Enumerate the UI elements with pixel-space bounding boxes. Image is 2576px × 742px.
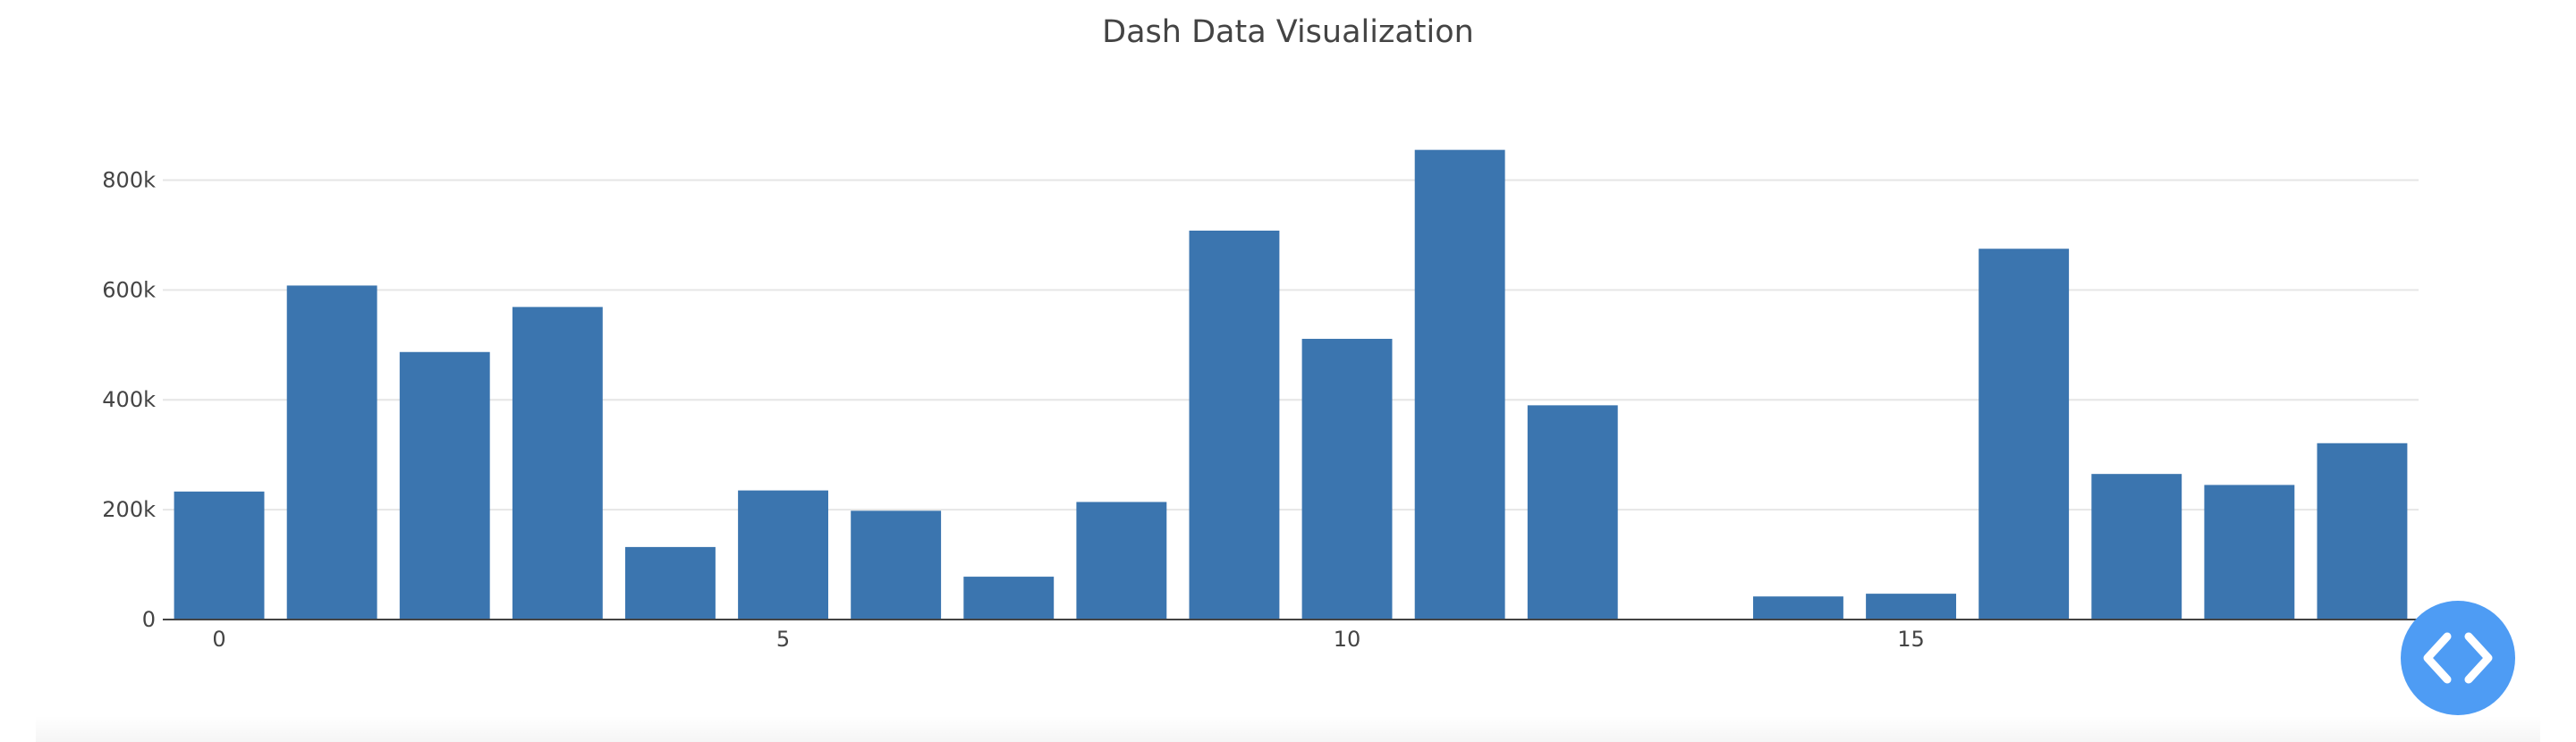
bar[interactable] — [963, 577, 1055, 620]
bar[interactable] — [1301, 339, 1393, 620]
gridlines — [163, 179, 2419, 511]
bottom-shadow — [36, 715, 2540, 742]
bar[interactable] — [286, 285, 377, 620]
bar[interactable] — [1866, 594, 1956, 620]
y-tick-label: 0 — [142, 607, 156, 632]
y-tick-label: 400k — [102, 387, 156, 412]
x-tick-labels: 0 5 10 15 — [212, 627, 1924, 652]
y-tick-labels: 0 200k 400k 600k 800k — [102, 167, 156, 632]
bar[interactable] — [1979, 249, 2070, 620]
x-tick-label: 15 — [1897, 627, 1925, 652]
bar[interactable] — [851, 510, 942, 620]
x-tick-label: 10 — [1334, 627, 1361, 652]
code-toggle-button[interactable] — [2401, 601, 2515, 715]
bar[interactable] — [1527, 405, 1618, 620]
chart-title: Dash Data Visualization — [1102, 14, 1474, 50]
code-brackets-icon — [2423, 632, 2493, 684]
x-tick-label: 5 — [776, 627, 790, 652]
bar[interactable] — [1189, 230, 1280, 620]
bar[interactable] — [738, 490, 828, 620]
y-tick-label: 200k — [102, 497, 156, 522]
y-tick-label: 600k — [102, 277, 156, 302]
bar[interactable] — [512, 307, 603, 620]
bar[interactable] — [2204, 485, 2295, 620]
bar[interactable] — [2317, 443, 2408, 620]
bar[interactable] — [1753, 596, 1843, 620]
bar[interactable] — [399, 351, 490, 620]
bar[interactable] — [625, 546, 716, 620]
bars — [174, 149, 2408, 620]
x-tick-label: 0 — [212, 627, 225, 652]
y-tick-label: 800k — [102, 167, 156, 192]
bar[interactable] — [1076, 502, 1167, 620]
bar[interactable] — [1414, 149, 1505, 620]
bar[interactable] — [174, 491, 265, 620]
bar[interactable] — [2091, 474, 2182, 620]
